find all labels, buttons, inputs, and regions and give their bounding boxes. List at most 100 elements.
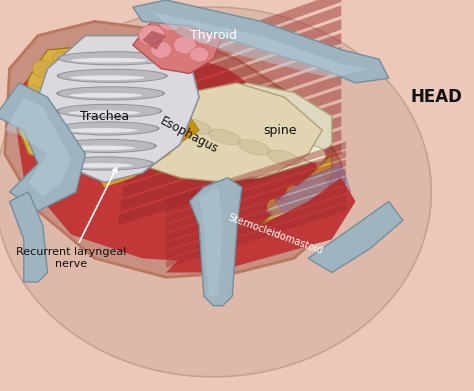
Polygon shape (122, 116, 341, 197)
Polygon shape (95, 126, 180, 187)
Ellipse shape (274, 136, 300, 153)
Polygon shape (5, 22, 341, 277)
Ellipse shape (158, 12, 183, 31)
Polygon shape (199, 187, 223, 296)
Text: HEAD: HEAD (410, 88, 462, 106)
Ellipse shape (267, 150, 300, 165)
Ellipse shape (286, 186, 301, 198)
Polygon shape (125, 102, 341, 184)
Ellipse shape (57, 140, 155, 152)
Polygon shape (166, 204, 346, 268)
Ellipse shape (300, 181, 316, 194)
Polygon shape (138, 5, 341, 87)
Ellipse shape (69, 110, 140, 115)
Polygon shape (152, 12, 370, 78)
Polygon shape (140, 0, 341, 73)
Ellipse shape (178, 13, 201, 30)
Text: Trachea: Trachea (80, 109, 129, 123)
Polygon shape (38, 36, 199, 183)
Ellipse shape (56, 104, 163, 118)
Polygon shape (166, 177, 346, 241)
Text: Recurrent laryngeal
nerve: Recurrent laryngeal nerve (16, 168, 127, 269)
Text: Thyroid: Thyroid (190, 29, 237, 42)
Ellipse shape (70, 75, 145, 80)
Polygon shape (166, 151, 346, 214)
Polygon shape (166, 168, 346, 232)
Ellipse shape (59, 52, 168, 65)
Polygon shape (246, 154, 332, 249)
Ellipse shape (57, 157, 152, 170)
Ellipse shape (56, 69, 168, 83)
Polygon shape (132, 47, 341, 128)
Ellipse shape (67, 145, 135, 150)
Ellipse shape (55, 121, 160, 136)
Text: Sternocleidomastoid: Sternocleidomastoid (226, 213, 324, 256)
Ellipse shape (193, 27, 214, 44)
Ellipse shape (275, 218, 293, 232)
Ellipse shape (96, 95, 113, 109)
Polygon shape (118, 143, 341, 225)
Ellipse shape (66, 163, 133, 168)
Polygon shape (180, 83, 332, 178)
Polygon shape (190, 178, 242, 306)
Polygon shape (14, 40, 322, 263)
Ellipse shape (238, 140, 270, 155)
Polygon shape (275, 163, 351, 225)
Ellipse shape (25, 109, 41, 123)
Polygon shape (127, 88, 341, 170)
Polygon shape (166, 186, 346, 250)
Ellipse shape (248, 127, 273, 143)
Polygon shape (265, 173, 332, 225)
Ellipse shape (151, 41, 172, 58)
Ellipse shape (190, 47, 209, 62)
Ellipse shape (222, 117, 247, 134)
Ellipse shape (300, 145, 326, 163)
Ellipse shape (39, 133, 56, 147)
Polygon shape (133, 7, 223, 74)
Ellipse shape (59, 70, 165, 82)
Polygon shape (5, 97, 71, 197)
Ellipse shape (58, 122, 157, 135)
Polygon shape (142, 31, 166, 50)
Ellipse shape (267, 199, 283, 213)
Ellipse shape (62, 80, 81, 95)
Ellipse shape (62, 109, 80, 123)
Polygon shape (19, 45, 133, 163)
Polygon shape (137, 19, 341, 101)
Ellipse shape (25, 85, 42, 100)
Polygon shape (128, 75, 341, 156)
Polygon shape (133, 0, 389, 83)
Ellipse shape (58, 105, 160, 117)
Polygon shape (133, 83, 322, 183)
Ellipse shape (138, 25, 165, 46)
Ellipse shape (58, 87, 163, 100)
Ellipse shape (42, 80, 62, 96)
Ellipse shape (63, 133, 80, 147)
Polygon shape (120, 130, 341, 211)
Ellipse shape (55, 156, 154, 170)
Ellipse shape (56, 86, 165, 100)
Ellipse shape (106, 77, 121, 89)
Ellipse shape (196, 108, 221, 125)
Polygon shape (166, 195, 346, 259)
Ellipse shape (32, 60, 53, 77)
Polygon shape (166, 178, 356, 273)
Polygon shape (166, 160, 346, 223)
Ellipse shape (179, 119, 211, 134)
Ellipse shape (57, 51, 171, 65)
Ellipse shape (52, 52, 71, 67)
Ellipse shape (43, 109, 62, 124)
Ellipse shape (295, 204, 312, 217)
Ellipse shape (0, 7, 431, 377)
Polygon shape (104, 116, 199, 178)
Text: Esophagus: Esophagus (158, 114, 221, 156)
Ellipse shape (55, 139, 157, 153)
Ellipse shape (150, 108, 182, 124)
Text: spine: spine (263, 124, 296, 137)
Ellipse shape (71, 58, 147, 63)
Polygon shape (166, 142, 346, 206)
Polygon shape (9, 192, 47, 282)
Ellipse shape (72, 52, 90, 66)
Ellipse shape (87, 124, 103, 137)
Ellipse shape (209, 129, 241, 145)
